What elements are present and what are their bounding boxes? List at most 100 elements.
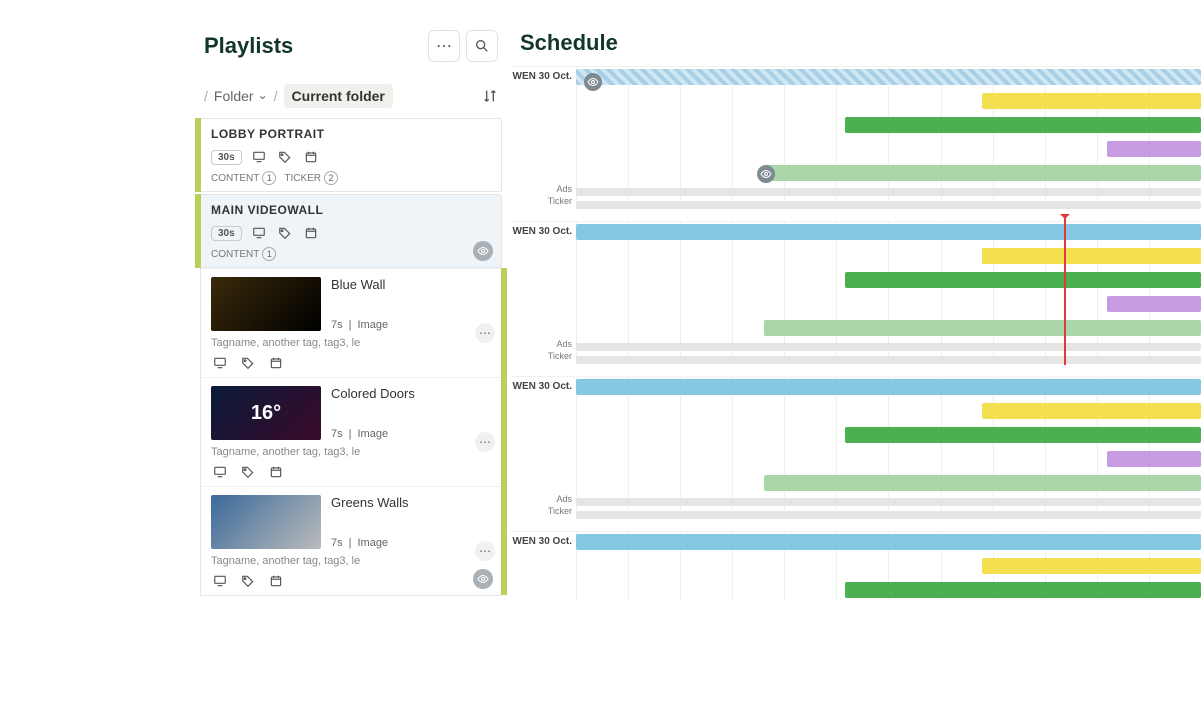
tag-icon[interactable] [239, 355, 257, 371]
day-label: WEN 30 Oct. [510, 222, 576, 237]
calendar-icon[interactable] [267, 355, 285, 371]
schedule-bar[interactable] [764, 475, 1201, 491]
playlist-name: MAIN VIDEOWALL [211, 203, 491, 217]
sort-button[interactable] [482, 88, 498, 104]
item-info: Blue Wall7s|Image [331, 277, 388, 331]
schedule-bar[interactable] [982, 403, 1201, 419]
item-info: Colored Doors7s|Image [331, 386, 415, 440]
schedule-bar[interactable] [576, 188, 1201, 196]
schedule-lane[interactable] [576, 401, 1201, 421]
more-icon: ⋯ [436, 36, 452, 56]
breadcrumb-folder[interactable]: Folder [214, 88, 268, 104]
item-more-button[interactable]: ⋯ [475, 432, 495, 452]
schedule-bar[interactable] [576, 379, 1201, 395]
calendar-icon[interactable] [267, 573, 285, 589]
ticker-label: Ticker [548, 506, 572, 516]
schedule-thin-lane[interactable] [576, 342, 1201, 352]
schedule-lane[interactable] [576, 377, 1201, 397]
schedule-bar[interactable] [576, 201, 1201, 209]
schedule-lane[interactable] [576, 556, 1201, 576]
playlists-header: Playlists ⋯ [200, 20, 502, 76]
schedule-lane[interactable] [576, 139, 1201, 159]
schedule-lane[interactable] [576, 532, 1201, 552]
breadcrumb-sep: / [204, 88, 208, 104]
schedule-bar[interactable] [1107, 296, 1201, 312]
sort-icon [482, 88, 498, 104]
schedule-lane[interactable] [576, 67, 1201, 87]
schedule-bar[interactable] [845, 582, 1201, 598]
playlist-sub-meta: CONTENT 1 [211, 247, 491, 261]
item-title: Colored Doors [331, 386, 415, 401]
schedule-thin-lane[interactable] [576, 187, 1201, 197]
schedule-lane[interactable] [576, 246, 1201, 266]
schedule-bar[interactable] [982, 93, 1201, 109]
schedule-bar[interactable] [576, 356, 1201, 364]
screen-icon[interactable] [211, 573, 229, 589]
playlist-card[interactable]: MAIN VIDEOWALL 30s CONTENT 1 [200, 194, 502, 268]
schedule-lane[interactable] [576, 91, 1201, 111]
schedule-lane[interactable] [576, 270, 1201, 290]
schedule-bar[interactable] [576, 343, 1201, 351]
ads-label: Ads [556, 339, 572, 349]
content-item[interactable]: 16°Colored Doors7s|ImageTagname, another… [201, 377, 501, 486]
schedule-bar[interactable] [576, 534, 1201, 550]
tag-icon[interactable] [239, 573, 257, 589]
schedule-bar[interactable] [1107, 451, 1201, 467]
schedule-bar[interactable] [764, 320, 1201, 336]
schedule-lane[interactable] [576, 425, 1201, 445]
schedule-lane[interactable] [576, 449, 1201, 469]
schedule-lane[interactable] [576, 294, 1201, 314]
breadcrumb-current[interactable]: Current folder [284, 84, 393, 108]
ticker-label: Ticker [548, 351, 572, 361]
schedule-bar[interactable] [576, 498, 1201, 506]
breadcrumb-sep2: / [274, 88, 278, 104]
schedule-bar[interactable] [1107, 141, 1201, 157]
items-accent-strip [501, 268, 507, 595]
item-info: Greens Walls7s|Image [331, 495, 409, 549]
calendar-icon[interactable] [267, 464, 285, 480]
item-top: 16°Colored Doors7s|Image [211, 386, 491, 440]
search-button[interactable] [466, 30, 498, 62]
schedule-lane[interactable] [576, 115, 1201, 135]
visibility-badge[interactable] [473, 569, 493, 589]
content-item[interactable]: Greens Walls7s|ImageTagname, another tag… [201, 486, 501, 595]
search-icon [474, 38, 490, 54]
schedule-bar[interactable] [576, 69, 1201, 85]
screen-icon[interactable] [211, 464, 229, 480]
screen-icon [250, 225, 268, 241]
schedule-bar[interactable] [982, 248, 1201, 264]
schedule-bar[interactable] [576, 224, 1201, 240]
playlist-card[interactable]: LOBBY PORTRAIT30sCONTENT 1TICKER 2 [200, 118, 502, 192]
ads-label: Ads [556, 184, 572, 194]
item-more-button[interactable]: ⋯ [475, 541, 495, 561]
tag-icon[interactable] [239, 464, 257, 480]
item-icons [211, 464, 491, 480]
duration-chip: 30s [211, 226, 242, 241]
day-label: WEN 30 Oct. [510, 532, 576, 547]
schedule-thin-lane[interactable] [576, 200, 1201, 210]
schedule-thin-lane[interactable] [576, 510, 1201, 520]
playlist-accent-strip [195, 118, 201, 192]
schedule-lane[interactable] [576, 318, 1201, 338]
schedule-bar[interactable] [845, 427, 1201, 443]
schedule-thin-lane[interactable] [576, 355, 1201, 365]
schedule-lane[interactable] [576, 473, 1201, 493]
schedule-bar[interactable] [845, 272, 1201, 288]
schedule-bar[interactable] [845, 117, 1201, 133]
chevron-down-icon [258, 88, 268, 104]
day-label: WEN 30 Oct. [510, 67, 576, 82]
content-item[interactable]: Blue Wall7s|ImageTagname, another tag, t… [201, 268, 501, 377]
item-more-button[interactable]: ⋯ [475, 323, 495, 343]
schedule-lane[interactable] [576, 222, 1201, 242]
item-title: Greens Walls [331, 495, 409, 510]
visibility-badge[interactable] [473, 241, 493, 261]
schedule-lane[interactable] [576, 163, 1201, 183]
more-button[interactable]: ⋯ [428, 30, 460, 62]
schedule-bar[interactable] [982, 558, 1201, 574]
schedule-bar[interactable] [576, 511, 1201, 519]
schedule-bar[interactable] [764, 165, 1201, 181]
schedule-thin-lane[interactable] [576, 497, 1201, 507]
screen-icon[interactable] [211, 355, 229, 371]
schedule-lane[interactable] [576, 580, 1201, 600]
schedule-day: WEN 30 Oct. Ads Ticker [510, 221, 1201, 368]
